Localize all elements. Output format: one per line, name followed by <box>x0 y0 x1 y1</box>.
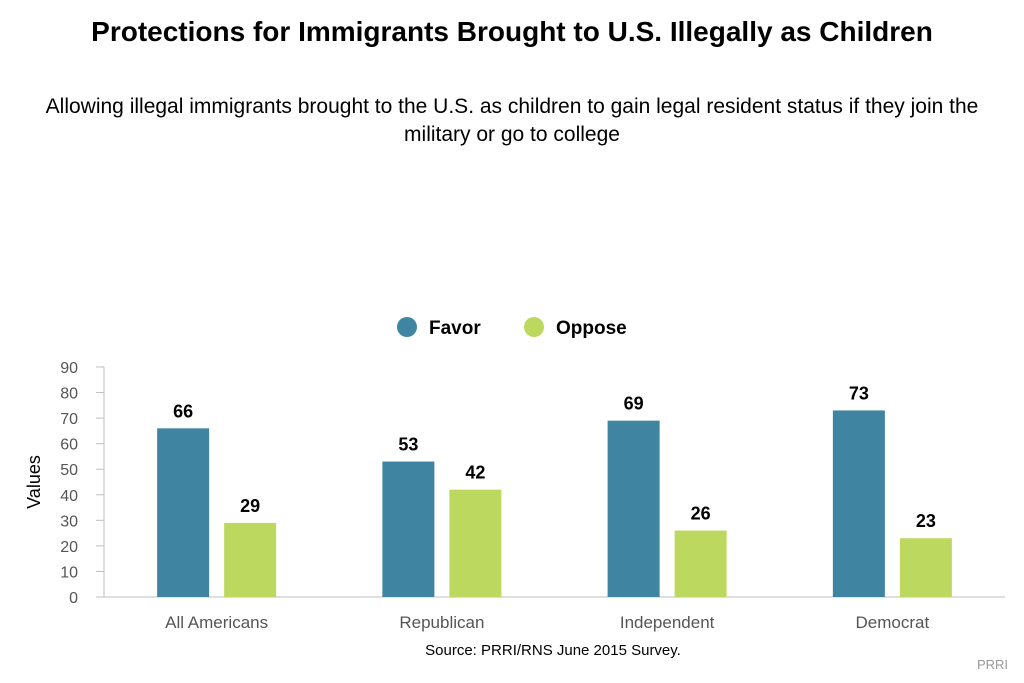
data-label: 42 <box>465 463 485 483</box>
y-tick-label: 10 <box>60 564 78 581</box>
x-tick-label: Independent <box>620 613 715 632</box>
y-tick-label: 50 <box>60 462 78 479</box>
x-tick-label: Democrat <box>856 613 930 632</box>
legend-marker-favor <box>397 317 417 337</box>
data-label: 26 <box>691 504 711 524</box>
y-tick-label: 30 <box>60 513 78 530</box>
bar-favor <box>382 461 435 597</box>
data-label: 23 <box>916 511 936 531</box>
y-tick-label: 80 <box>60 386 78 403</box>
bar-favor <box>607 420 660 597</box>
chart-title: Protections for Immigrants Brought to U.… <box>91 16 933 47</box>
source-note: Source: PRRI/RNS June 2015 Survey. <box>425 642 681 659</box>
legend: Favor Oppose <box>397 317 627 339</box>
data-label: 66 <box>173 401 193 421</box>
y-tick-label: 20 <box>60 539 78 556</box>
bars: 66 29 53 42 69 26 73 23 <box>157 383 952 597</box>
y-axis: 0 10 20 30 40 50 60 70 80 90 Values <box>24 360 105 607</box>
credit-label: PRRI <box>976 657 1008 672</box>
y-axis-label: Values <box>24 455 44 509</box>
legend-label: Favor <box>429 318 481 339</box>
bar-favor <box>157 428 210 597</box>
data-label: 53 <box>398 435 418 455</box>
x-tick-label: Republican <box>399 613 484 632</box>
bar-favor <box>832 410 885 597</box>
y-tick-label: 60 <box>60 437 78 454</box>
bar-oppose <box>449 489 502 597</box>
data-label: 29 <box>240 496 260 516</box>
chart-subtitle: Allowing illegal immigrants brought to t… <box>45 95 979 146</box>
legend-marker-oppose <box>524 317 544 337</box>
x-axis: All Americans Republican Independent Democr… <box>104 596 1005 632</box>
x-tick-label: All Americans <box>165 613 268 632</box>
bar-oppose <box>224 522 277 597</box>
y-tick-label: 0 <box>69 590 78 607</box>
data-label: 69 <box>624 394 644 414</box>
data-label: 73 <box>849 383 869 403</box>
bar-oppose <box>674 530 727 597</box>
legend-label: Oppose <box>556 318 627 339</box>
y-tick-label: 70 <box>60 411 78 428</box>
y-tick-label: 90 <box>60 360 78 377</box>
bar-oppose <box>899 538 952 597</box>
y-tick-label: 40 <box>60 488 78 505</box>
